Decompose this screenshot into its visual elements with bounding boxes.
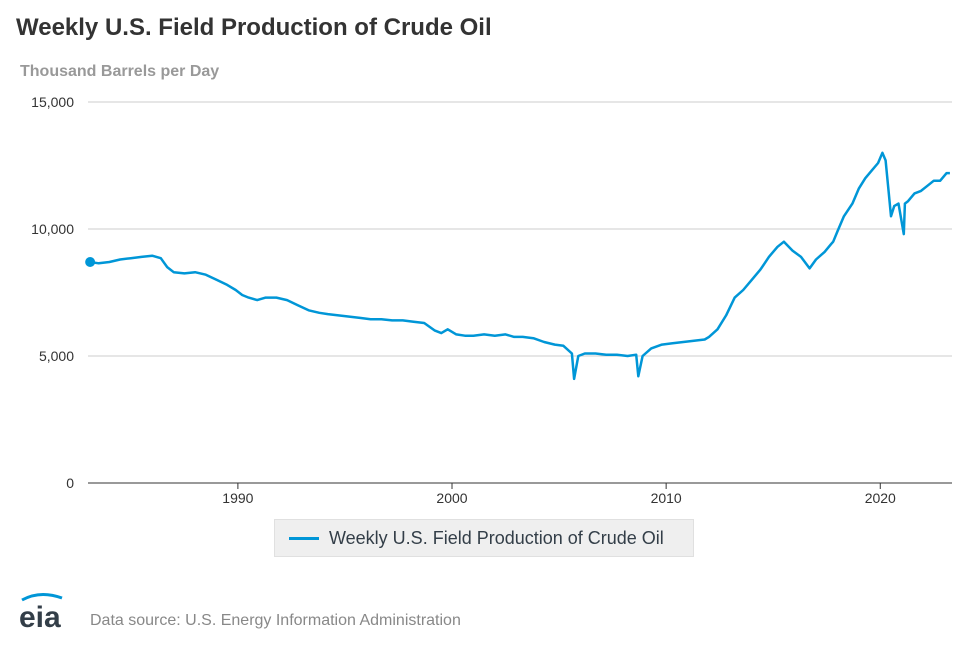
x-axis-tick-labels: 1990 2000 2010 2020 — [222, 490, 896, 506]
line-chart: 0 5,000 10,000 15,000 1990 2000 2010 2020 — [31, 94, 952, 506]
y-tick-label: 10,000 — [31, 221, 74, 237]
series-start-marker — [85, 257, 96, 268]
x-tick-label: 2000 — [436, 490, 467, 506]
eia-logo: eia — [19, 593, 63, 632]
x-axis — [88, 482, 952, 489]
gridlines — [88, 101, 952, 357]
y-tick-label: 0 — [66, 475, 74, 491]
legend[interactable]: Weekly U.S. Field Production of Crude Oi… — [274, 519, 694, 557]
series-line — [89, 151, 950, 381]
data-source-note: Data source: U.S. Energy Information Adm… — [90, 612, 461, 629]
y-axis-unit-label: Thousand Barrels per Day — [20, 63, 220, 80]
legend-swatch — [289, 536, 319, 540]
svg-text:eia: eia — [19, 601, 61, 632]
series-layer — [85, 151, 950, 381]
x-tick-label: 2010 — [651, 490, 682, 506]
legend-label: Weekly U.S. Field Production of Crude Oi… — [329, 527, 664, 548]
x-tick-label: 2020 — [865, 490, 896, 506]
y-tick-label: 15,000 — [31, 94, 74, 110]
chart-title: Weekly U.S. Field Production of Crude Oi… — [16, 14, 492, 41]
x-tick-label: 1990 — [222, 490, 253, 506]
y-tick-label: 5,000 — [39, 348, 74, 364]
y-axis-tick-labels: 0 5,000 10,000 15,000 — [31, 94, 74, 491]
